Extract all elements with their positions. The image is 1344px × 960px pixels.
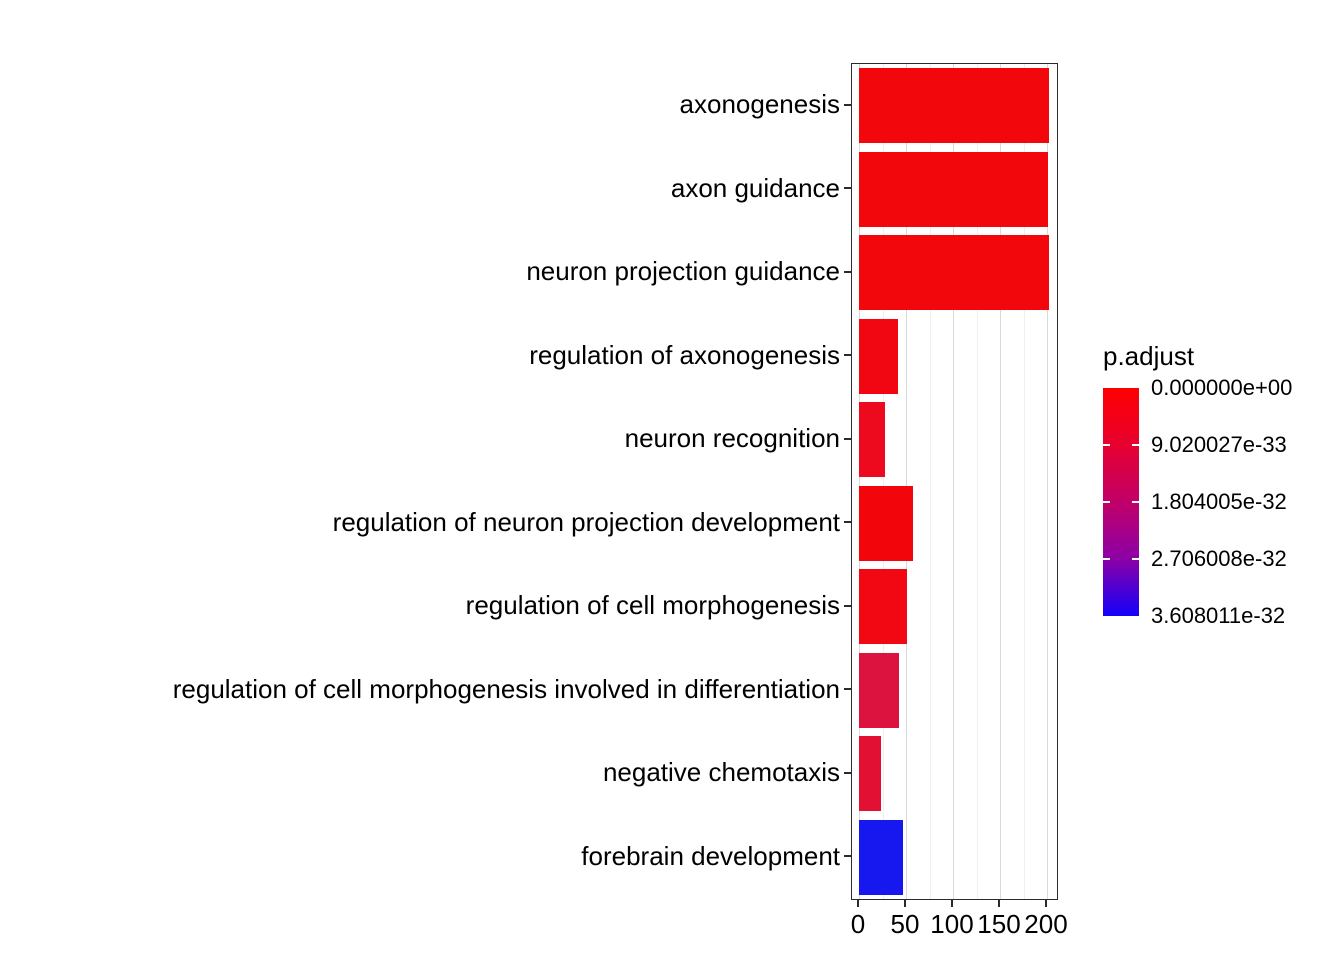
grid-line-minor	[976, 64, 978, 899]
x-tick-label: 50	[890, 909, 920, 939]
y-axis-tick	[844, 437, 851, 440]
grid-line-major	[1000, 64, 1001, 899]
plot-panel	[851, 63, 1058, 900]
legend-title: p.adjust	[1103, 341, 1195, 371]
legend-label: 3.608011e-32	[1151, 603, 1286, 628]
legend-labels: 0.000000e+00 9.020027e-33 1.804005e-32 2.70…	[1151, 377, 1341, 627]
bar	[859, 819, 904, 895]
x-tick-label: 200	[1024, 909, 1068, 939]
bar	[859, 318, 898, 394]
bar	[859, 68, 1049, 144]
x-axis-tick	[1045, 900, 1047, 907]
y-axis-label: forebrain development	[581, 840, 840, 871]
bar	[859, 402, 886, 478]
grid-line-major	[859, 64, 860, 899]
grid-line-minor	[929, 64, 931, 899]
x-axis-tick	[998, 900, 1000, 907]
bar	[859, 736, 881, 812]
grid-line-major	[953, 64, 954, 899]
legend-colorbar-wrap: 0.000000e+00 9.020027e-33 1.804005e-32 2.70…	[1103, 377, 1292, 627]
y-axis-label: regulation of neuron projection developm…	[332, 506, 840, 537]
y-axis-tick	[844, 771, 851, 774]
legend-label: 0.000000e+00	[1151, 375, 1293, 400]
x-axis: 0 50 100 150 200	[850, 900, 1068, 950]
x-tick-label: 0	[850, 909, 866, 939]
legend: p.adjust 0.000000e+00 9.020027e-33 1.80400…	[1103, 341, 1333, 627]
y-axis-ticks	[844, 63, 851, 900]
y-axis-tick	[844, 187, 851, 190]
y-axis-label: negative chemotaxis	[602, 757, 840, 787]
legend-tick	[1132, 501, 1139, 503]
x-tick-label: 100	[930, 909, 974, 939]
bar	[859, 151, 1048, 227]
legend-label: 9.020027e-33	[1151, 432, 1287, 457]
legend-tick	[1132, 558, 1139, 560]
bar	[859, 485, 913, 561]
legend-label: 2.706008e-32	[1151, 546, 1287, 571]
y-axis-tick	[844, 521, 851, 524]
y-axis-tick	[844, 103, 851, 106]
y-axis-label: neuron projection guidance	[526, 256, 840, 286]
y-axis-tick	[844, 688, 851, 691]
legend-tick	[1103, 444, 1110, 446]
legend-tick	[1132, 444, 1139, 446]
y-axis-label: axonogenesis	[679, 89, 840, 119]
y-axis-tick	[844, 604, 851, 607]
legend-tick	[1103, 558, 1110, 560]
bar	[859, 652, 900, 728]
grid-line-minor	[1023, 64, 1025, 899]
y-axis-labels: axonogenesis axon guidance neuron projecti…	[0, 63, 840, 900]
grid-line-major	[906, 64, 907, 899]
y-axis-label: neuron recognition	[624, 423, 840, 453]
x-axis-tick	[951, 900, 953, 907]
x-axis-tick	[857, 900, 859, 907]
y-axis-label: regulation of cell morphogenesis	[465, 590, 840, 620]
y-axis-label: axon guidance	[670, 172, 840, 203]
bar	[859, 235, 1049, 311]
grid-line-major	[1047, 64, 1048, 899]
legend-label: 1.804005e-32	[1151, 489, 1287, 514]
y-axis-label: regulation of axonogenesis	[529, 339, 840, 370]
y-axis-tick	[844, 270, 851, 273]
grid-line-minor	[882, 64, 884, 899]
y-axis-label: regulation of cell morphogenesis involve…	[172, 673, 840, 704]
y-axis-tick	[844, 855, 851, 858]
x-tick-label: 150	[977, 909, 1021, 939]
legend-tick	[1103, 501, 1110, 503]
x-axis-tick	[904, 900, 906, 907]
y-axis-tick	[844, 354, 851, 357]
bar	[859, 569, 907, 645]
